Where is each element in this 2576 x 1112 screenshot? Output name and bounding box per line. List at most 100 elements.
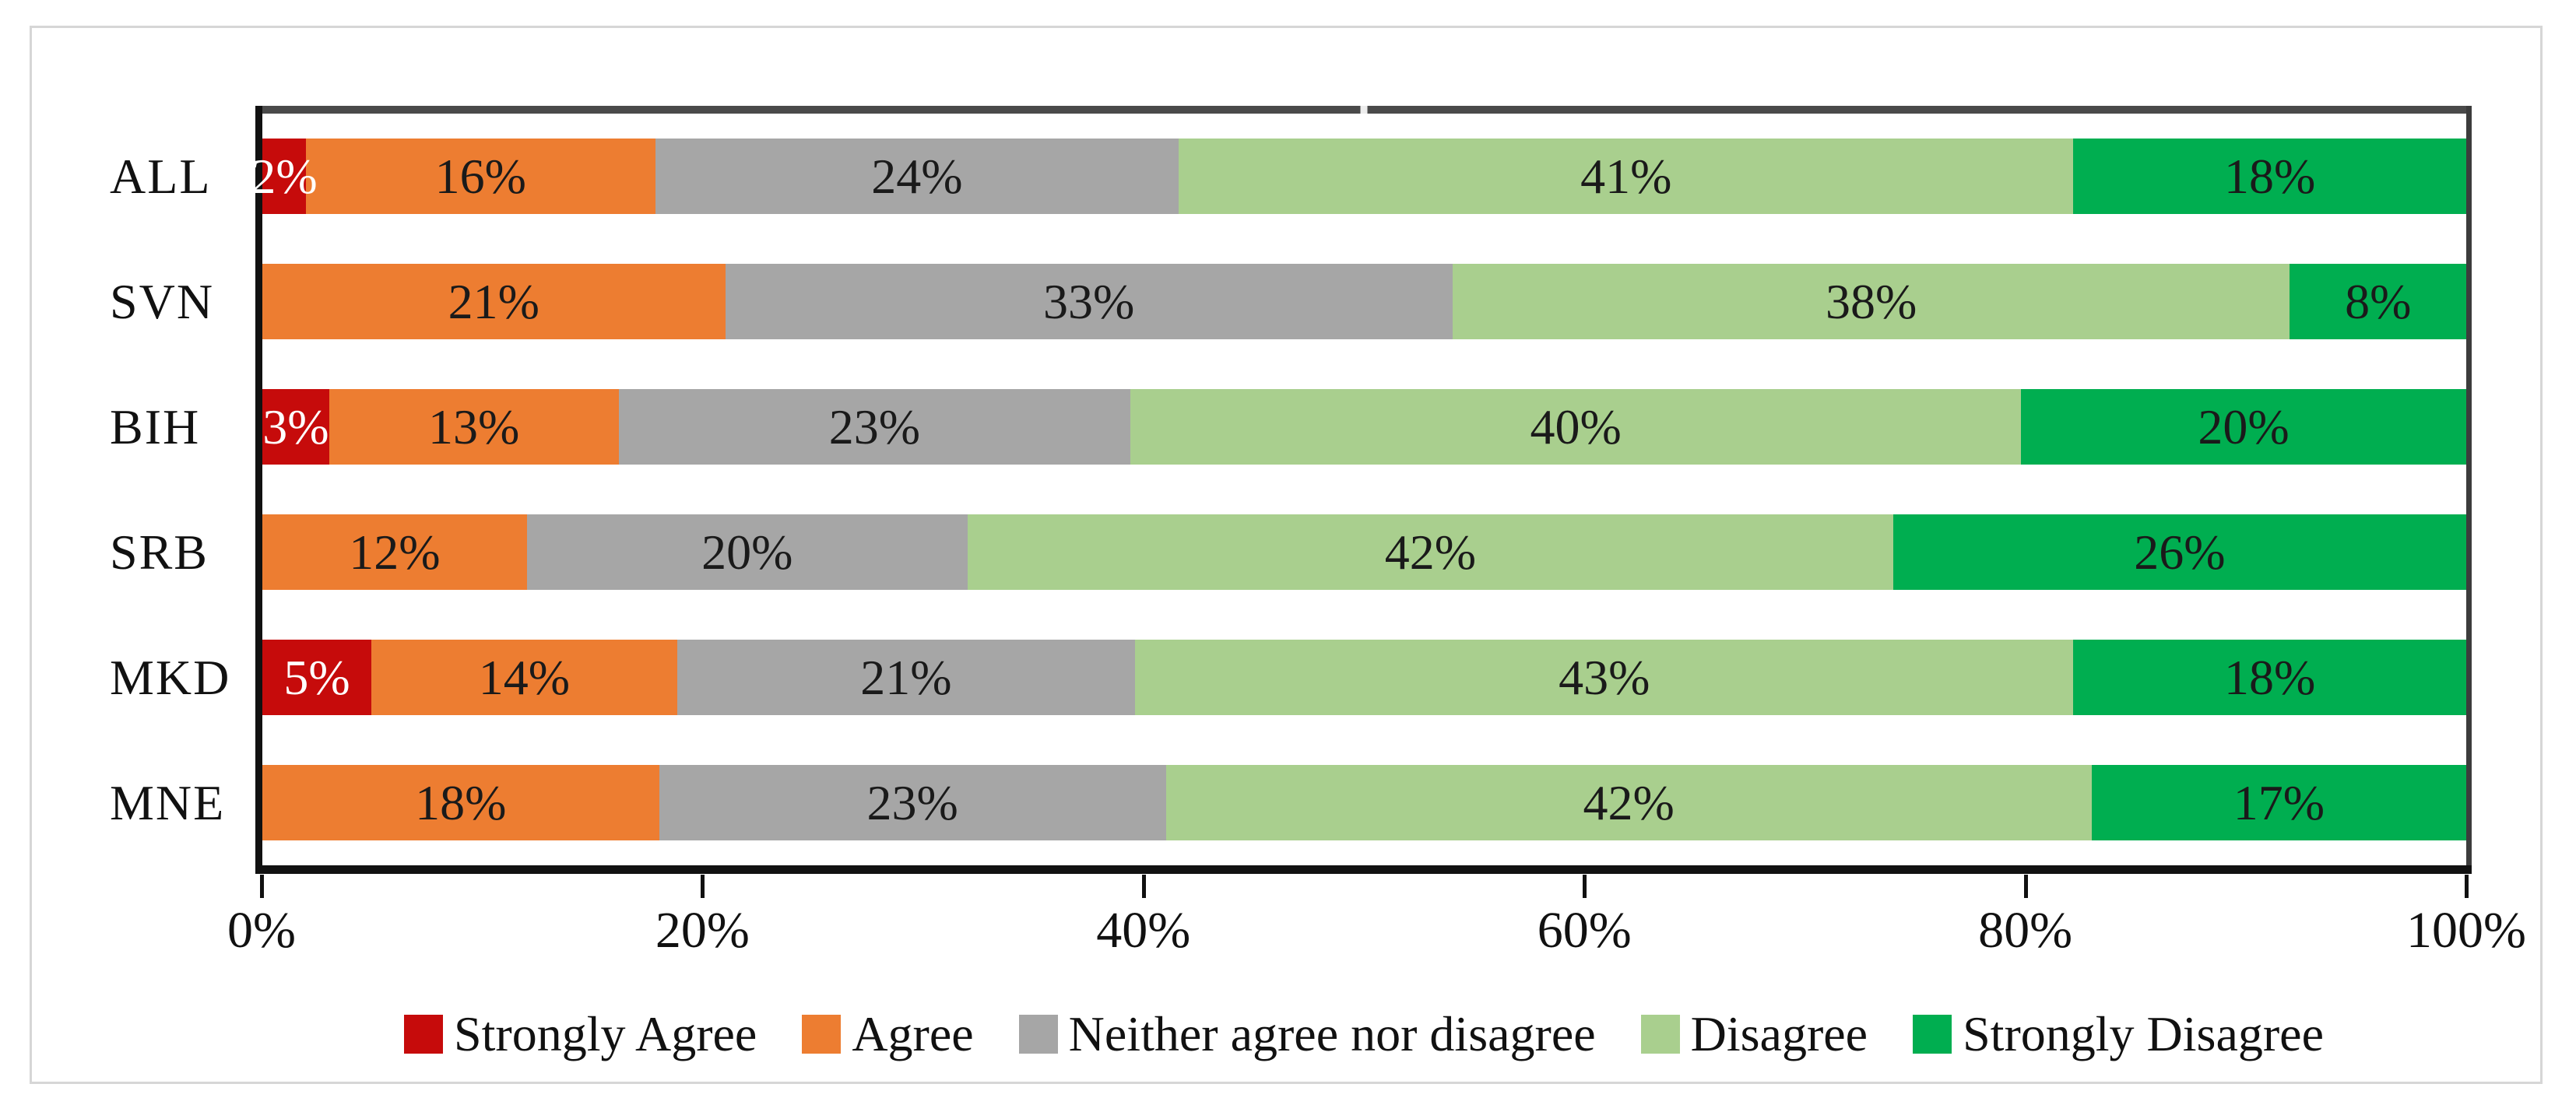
x-axis-line (255, 865, 2472, 874)
stacked-bar-mne: 18% 23% 42% 17% (262, 765, 2466, 840)
legend-swatch-icon (404, 1015, 444, 1054)
bar-row-all: 2% 16% 24% 41% 18% (251, 114, 2466, 239)
bar-segment: 38% (1452, 264, 2290, 339)
top-axis-tick-gap (1360, 106, 1367, 114)
bar-row-srb: 12% 20% 42% 26% (262, 489, 2466, 615)
bar-segment: 17% (2091, 765, 2466, 840)
x-axis-tick (2023, 875, 2028, 898)
x-axis-tick (1141, 875, 1146, 898)
category-label-all: ALL (110, 148, 212, 204)
category-label-mne: MNE (110, 774, 226, 830)
legend-item-neither-agree-nor-disagree: Neither agree nor disagree (1018, 1005, 1596, 1063)
segment-value-label: 20% (701, 524, 793, 580)
stacked-bar-svn: 21% 33% 38% 8% (262, 264, 2466, 339)
segment-value-label: 40% (1530, 398, 1622, 454)
legend-swatch-icon (1913, 1015, 1952, 1054)
chart-frame: ALL SVN BIH SRB MKD MNE 2% 16% 24% 41% 18% 21% 33% 3… (30, 26, 2543, 1084)
legend-item-agree: Agree (802, 1005, 974, 1063)
legend-label: Agree (852, 1006, 974, 1061)
bar-row-svn: 21% 33% 38% 8% (262, 239, 2466, 364)
segment-value-label: 43% (1559, 649, 1650, 705)
legend-label: Strongly Agree (454, 1006, 757, 1061)
x-axis-tick (701, 875, 705, 898)
x-axis-tick-label: 60% (1537, 902, 1632, 959)
bar-segment: 8% (2290, 264, 2466, 339)
legend-item-disagree: Disagree (1640, 1005, 1868, 1063)
bar-segment: 24% (655, 139, 1179, 214)
bar-segment: 42% (967, 514, 1893, 590)
plot-top-border (255, 106, 2472, 114)
legend-item-strongly-disagree: Strongly Disagree (1913, 1005, 2324, 1063)
stacked-bar-all: 2% 16% 24% 41% 18% (251, 139, 2466, 214)
bar-segment: 42% (1165, 765, 2092, 840)
segment-value-label: 5% (283, 649, 350, 705)
bar-segment: 20% (2021, 389, 2466, 465)
category-label-srb: SRB (110, 524, 209, 580)
bar-segment: 41% (1179, 139, 2074, 214)
segment-value-label: 21% (448, 273, 539, 329)
bar-row-bih: 3% 13% 23% 40% 20% (262, 364, 2466, 489)
stacked-bar-bih: 3% 13% 23% 40% 20% (262, 389, 2466, 465)
y-axis-line (255, 106, 262, 870)
x-axis-tick-label: 40% (1096, 902, 1191, 959)
stacked-bar-mkd: 5% 14% 21% 43% 18% (262, 640, 2466, 715)
x-axis-ticks (260, 875, 2469, 898)
segment-value-label: 20% (2198, 398, 2290, 454)
bar-segment: 26% (1892, 514, 2466, 590)
x-axis-tick (260, 875, 264, 898)
plot-right-border (2466, 106, 2472, 870)
category-axis-labels: ALL SVN BIH SRB MKD MNE (110, 114, 254, 865)
x-axis-tick-label: 100% (2406, 902, 2526, 959)
bar-segment: 5% (262, 640, 372, 715)
bar-segment: 33% (725, 264, 1453, 339)
legend-swatch-icon (802, 1015, 842, 1054)
segment-value-label: 18% (415, 774, 507, 830)
x-axis-tick-label: 20% (655, 902, 750, 959)
stacked-bar-srb: 12% 20% 42% 26% (262, 514, 2466, 590)
bar-row-mne: 18% 23% 42% 17% (262, 740, 2466, 865)
legend-swatch-icon (1018, 1015, 1058, 1054)
segment-value-label: 42% (1583, 774, 1675, 830)
x-axis-tick-labels: 0% 20% 40% 60% 80% 100% (227, 901, 2526, 963)
legend-swatch-icon (1640, 1015, 1680, 1054)
segment-value-label: 2% (251, 148, 318, 204)
bar-row-mkd: 5% 14% 21% 43% 18% (262, 615, 2466, 740)
bar-segment: 21% (262, 264, 726, 339)
segment-value-label: 38% (1825, 273, 1917, 329)
category-label-bih: BIH (110, 398, 201, 454)
segment-value-label: 23% (866, 774, 958, 830)
x-axis-tick-label: 80% (1978, 902, 2073, 959)
plot-area: 2% 16% 24% 41% 18% 21% 33% 38% 8% 3% 13% 23% 40% 20% 1… (251, 106, 2472, 874)
segment-value-label: 3% (262, 398, 329, 454)
bar-segment: 12% (262, 514, 527, 590)
bar-segment: 43% (1135, 640, 2074, 715)
x-axis-tick (1583, 875, 1587, 898)
segment-value-label: 17% (2233, 774, 2325, 830)
segment-value-label: 18% (2224, 148, 2316, 204)
bar-segment: 23% (659, 765, 1166, 840)
segment-value-label: 21% (860, 649, 952, 705)
bar-segment: 2% (251, 139, 318, 214)
legend-label: Strongly Disagree (1963, 1006, 2324, 1061)
segment-value-label: 16% (434, 148, 526, 204)
segment-value-label: 33% (1042, 273, 1135, 329)
bar-segment: 13% (329, 389, 619, 465)
bar-segment: 18% (262, 765, 659, 840)
bar-segment: 3% (262, 389, 329, 465)
segment-value-label: 41% (1580, 148, 1672, 204)
bar-segment: 18% (2073, 640, 2466, 715)
bar-segment: 14% (371, 640, 677, 715)
segment-value-label: 14% (478, 649, 570, 705)
category-label-svn: SVN (110, 273, 215, 329)
segment-value-label: 12% (349, 524, 441, 580)
segment-value-label: 26% (2134, 524, 2226, 580)
x-axis-tick (2465, 875, 2469, 898)
segment-value-label: 24% (871, 148, 963, 204)
category-label-mkd: MKD (110, 649, 231, 705)
bar-segment: 20% (526, 514, 968, 590)
segment-value-label: 18% (2224, 649, 2316, 705)
legend-item-strongly-agree: Strongly Agree (404, 1005, 757, 1063)
segment-value-label: 8% (2345, 273, 2412, 329)
x-axis-tick-label: 0% (227, 902, 296, 959)
bar-segment: 21% (677, 640, 1136, 715)
